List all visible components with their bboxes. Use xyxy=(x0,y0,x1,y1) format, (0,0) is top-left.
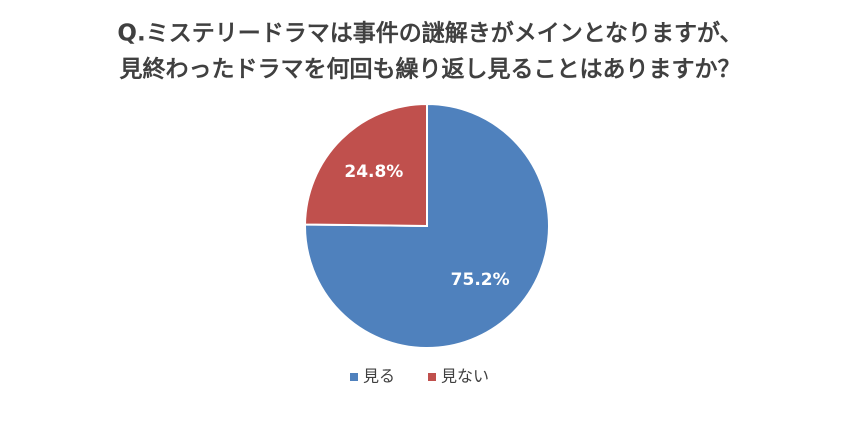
data-label: 75.2% xyxy=(451,270,510,290)
pie-slice xyxy=(303,102,428,228)
legend-label: 見ない xyxy=(441,367,489,386)
chart-title: Q.ミステリードラマは事件の謎解きがメインとなりますが、 xyxy=(117,20,742,47)
data-label: 24.8% xyxy=(344,162,403,182)
legend-swatch xyxy=(428,373,436,381)
legend-label: 見る xyxy=(363,367,395,386)
chart-title: 見終わったドラマを何回も繰り返し見ることはありますか？ xyxy=(120,56,741,83)
legend-swatch xyxy=(350,373,358,381)
